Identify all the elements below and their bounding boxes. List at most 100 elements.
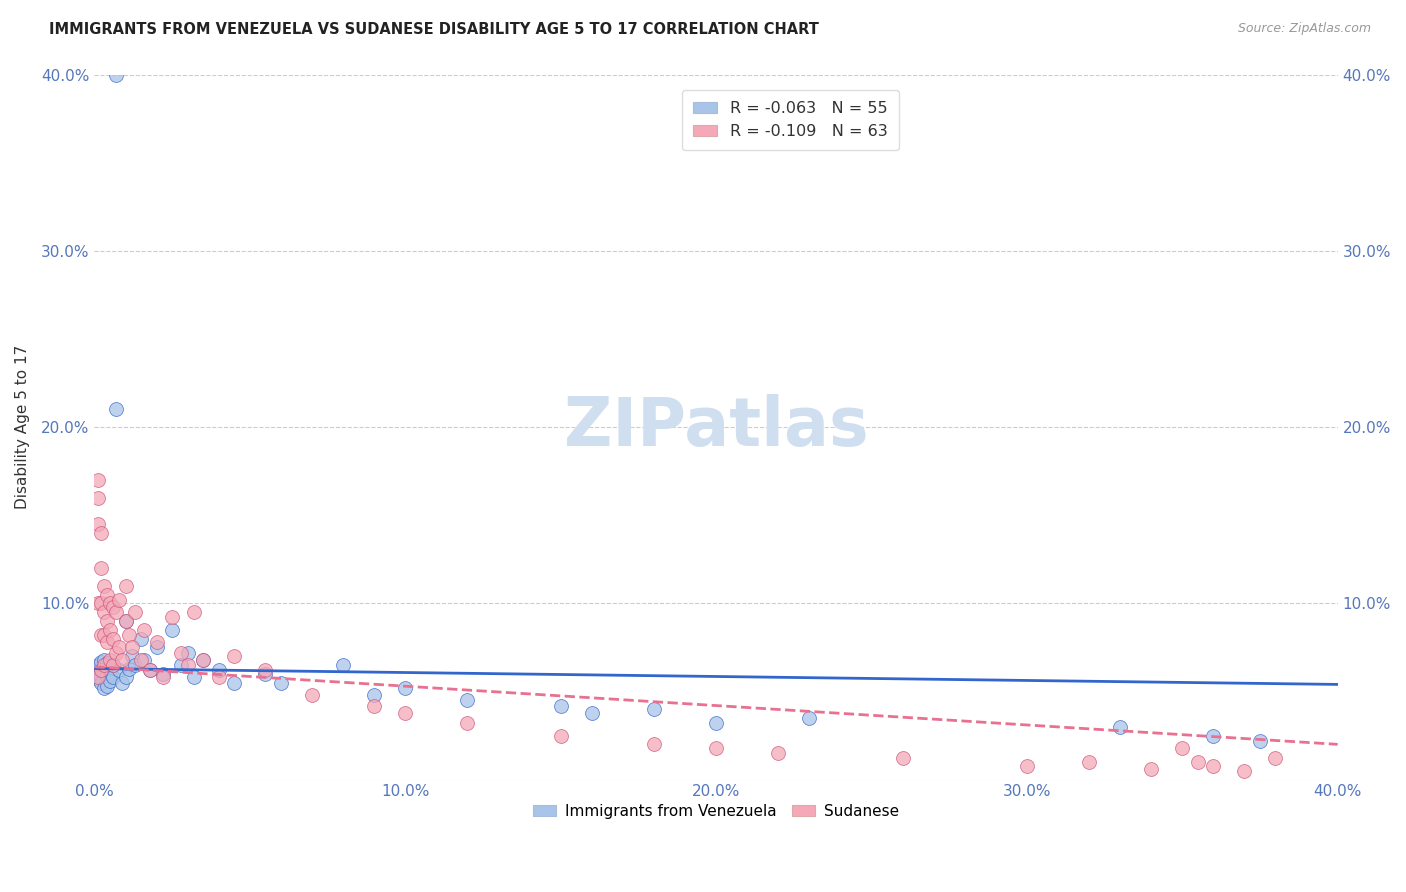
Point — [93, 681, 115, 695]
Point — [86, 672, 108, 686]
Point — [124, 658, 146, 673]
Point — [643, 702, 665, 716]
Point — [93, 579, 115, 593]
Point — [86, 662, 108, 676]
Point — [96, 668, 118, 682]
Point — [108, 640, 131, 655]
Point — [193, 653, 215, 667]
Point — [891, 751, 914, 765]
Point — [183, 670, 205, 684]
Point — [177, 658, 200, 673]
Y-axis label: Disability Age 5 to 17: Disability Age 5 to 17 — [15, 345, 30, 509]
Point — [86, 491, 108, 505]
Point — [799, 711, 821, 725]
Point — [90, 663, 112, 677]
Point — [1264, 751, 1286, 765]
Point — [1202, 729, 1225, 743]
Point — [93, 665, 115, 679]
Point — [208, 670, 231, 684]
Point — [145, 640, 167, 655]
Point — [118, 628, 141, 642]
Point — [108, 592, 131, 607]
Point — [101, 632, 124, 646]
Point — [96, 657, 118, 671]
Point — [96, 635, 118, 649]
Point — [101, 599, 124, 614]
Point — [1171, 740, 1194, 755]
Point — [105, 68, 128, 82]
Point — [96, 614, 118, 628]
Point — [1187, 755, 1209, 769]
Point — [1202, 758, 1225, 772]
Text: ZIPatlas: ZIPatlas — [564, 394, 869, 460]
Point — [98, 596, 121, 610]
Point — [114, 579, 136, 593]
Point — [90, 655, 112, 669]
Point — [1078, 755, 1101, 769]
Point — [550, 729, 572, 743]
Point — [96, 679, 118, 693]
Point — [643, 737, 665, 751]
Point — [90, 596, 112, 610]
Point — [129, 653, 152, 667]
Point — [177, 646, 200, 660]
Point — [93, 605, 115, 619]
Point — [183, 605, 205, 619]
Point — [254, 663, 277, 677]
Point — [90, 628, 112, 642]
Point — [208, 663, 231, 677]
Point — [90, 561, 112, 575]
Point — [98, 666, 121, 681]
Point — [90, 675, 112, 690]
Point — [766, 746, 789, 760]
Point — [152, 666, 174, 681]
Point — [101, 658, 124, 673]
Point — [456, 693, 478, 707]
Point — [134, 653, 156, 667]
Point — [93, 628, 115, 642]
Text: IMMIGRANTS FROM VENEZUELA VS SUDANESE DISABILITY AGE 5 TO 17 CORRELATION CHART: IMMIGRANTS FROM VENEZUELA VS SUDANESE DI… — [49, 22, 820, 37]
Point — [254, 666, 277, 681]
Point — [90, 525, 112, 540]
Point — [86, 658, 108, 673]
Point — [139, 663, 162, 677]
Point — [704, 740, 727, 755]
Point — [86, 596, 108, 610]
Point — [1140, 762, 1163, 776]
Point — [98, 623, 121, 637]
Point — [93, 660, 115, 674]
Point — [114, 614, 136, 628]
Point — [86, 666, 108, 681]
Point — [704, 716, 727, 731]
Point — [114, 670, 136, 684]
Point — [139, 663, 162, 677]
Point — [86, 516, 108, 531]
Point — [270, 675, 292, 690]
Point — [394, 706, 416, 720]
Point — [114, 614, 136, 628]
Point — [1015, 758, 1038, 772]
Point — [145, 635, 167, 649]
Point — [170, 646, 193, 660]
Point — [170, 658, 193, 673]
Point — [111, 653, 134, 667]
Point — [394, 681, 416, 695]
Point — [86, 670, 108, 684]
Point — [1233, 764, 1256, 778]
Point — [124, 605, 146, 619]
Point — [105, 646, 128, 660]
Point — [1249, 734, 1271, 748]
Point — [160, 623, 183, 637]
Text: Source: ZipAtlas.com: Source: ZipAtlas.com — [1237, 22, 1371, 36]
Point — [332, 658, 354, 673]
Point — [98, 653, 121, 667]
Point — [193, 653, 215, 667]
Point — [134, 623, 156, 637]
Point — [224, 675, 246, 690]
Point — [456, 716, 478, 731]
Point — [152, 670, 174, 684]
Point — [1109, 720, 1132, 734]
Point — [90, 663, 112, 677]
Legend: Immigrants from Venezuela, Sudanese: Immigrants from Venezuela, Sudanese — [527, 797, 905, 825]
Point — [105, 402, 128, 417]
